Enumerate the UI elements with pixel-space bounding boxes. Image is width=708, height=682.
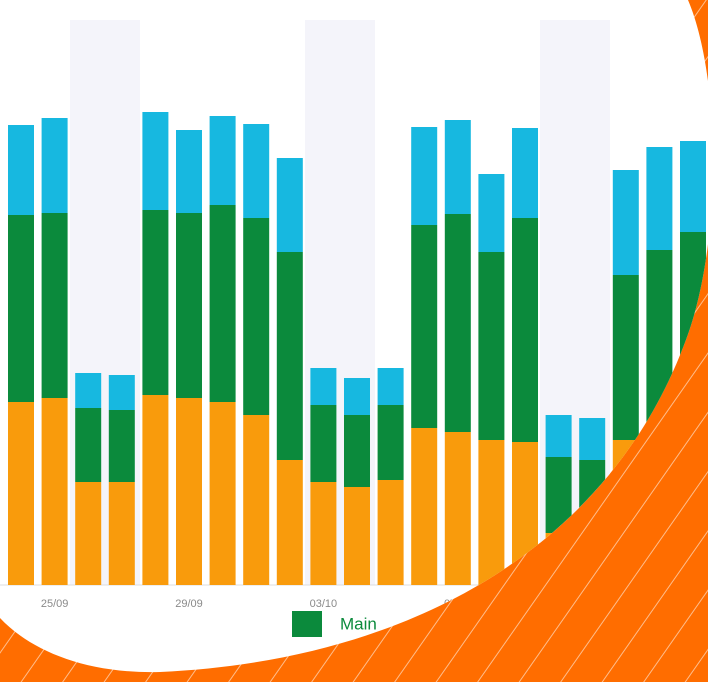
bar-segment (680, 141, 706, 232)
bar-segment (276, 158, 303, 252)
bar-segment (108, 482, 135, 585)
bar-segment (243, 218, 270, 415)
bar-segment (310, 405, 337, 482)
bar-segment (612, 275, 639, 440)
legend-swatch (292, 611, 322, 637)
bar-segment (545, 415, 572, 457)
x-tick-label: 25/09 (41, 598, 69, 610)
bar-segment (176, 398, 202, 585)
bar-segment (209, 402, 236, 585)
bar-segment (243, 415, 270, 585)
bar-segment (142, 112, 169, 210)
bar-segment (75, 408, 102, 482)
bar-segment (646, 147, 673, 250)
bar-segment (377, 368, 404, 405)
bar-segment (176, 130, 202, 213)
bar-segment (411, 428, 438, 585)
bar-segment (344, 487, 370, 585)
bar-segment (276, 460, 303, 585)
bar-segment (142, 210, 169, 395)
bar-segment (75, 373, 102, 408)
bar-segment (344, 378, 370, 415)
bar-segment (276, 252, 303, 460)
bar-segment (411, 225, 438, 428)
bar-segment (377, 480, 404, 585)
bar-segment (41, 118, 68, 213)
bar-segment (344, 415, 370, 487)
bar-segment (142, 395, 169, 585)
bar-segment (108, 375, 135, 410)
bar-segment (243, 124, 270, 218)
bar-segment (579, 418, 606, 460)
bar-segment (8, 215, 34, 402)
bar-segment (377, 405, 404, 480)
bar-segment (209, 205, 236, 402)
bar-segment (310, 368, 337, 405)
bar-segment (612, 170, 639, 275)
bar-segment (176, 213, 202, 398)
bar-segment (8, 125, 34, 215)
bar-segment (478, 440, 505, 585)
bar-segment (41, 398, 68, 585)
bar-segment (512, 128, 538, 218)
bar-segment (108, 410, 135, 482)
x-tick-label: 03/10 (310, 598, 338, 610)
bar-segment (478, 252, 505, 440)
bar-segment (411, 127, 438, 225)
bar-segment (444, 432, 471, 585)
bar-segment (444, 214, 471, 432)
bar-segment (478, 174, 505, 252)
x-tick-label: 29/09 (175, 598, 203, 610)
bar-segment (8, 402, 34, 585)
bar-segment (41, 213, 68, 398)
bar-segment (75, 482, 102, 585)
bar-segment (512, 218, 538, 442)
bar-segment (209, 116, 236, 205)
bar-segment (310, 482, 337, 585)
bar-segment (444, 120, 471, 214)
legend-label: Main (340, 614, 377, 633)
